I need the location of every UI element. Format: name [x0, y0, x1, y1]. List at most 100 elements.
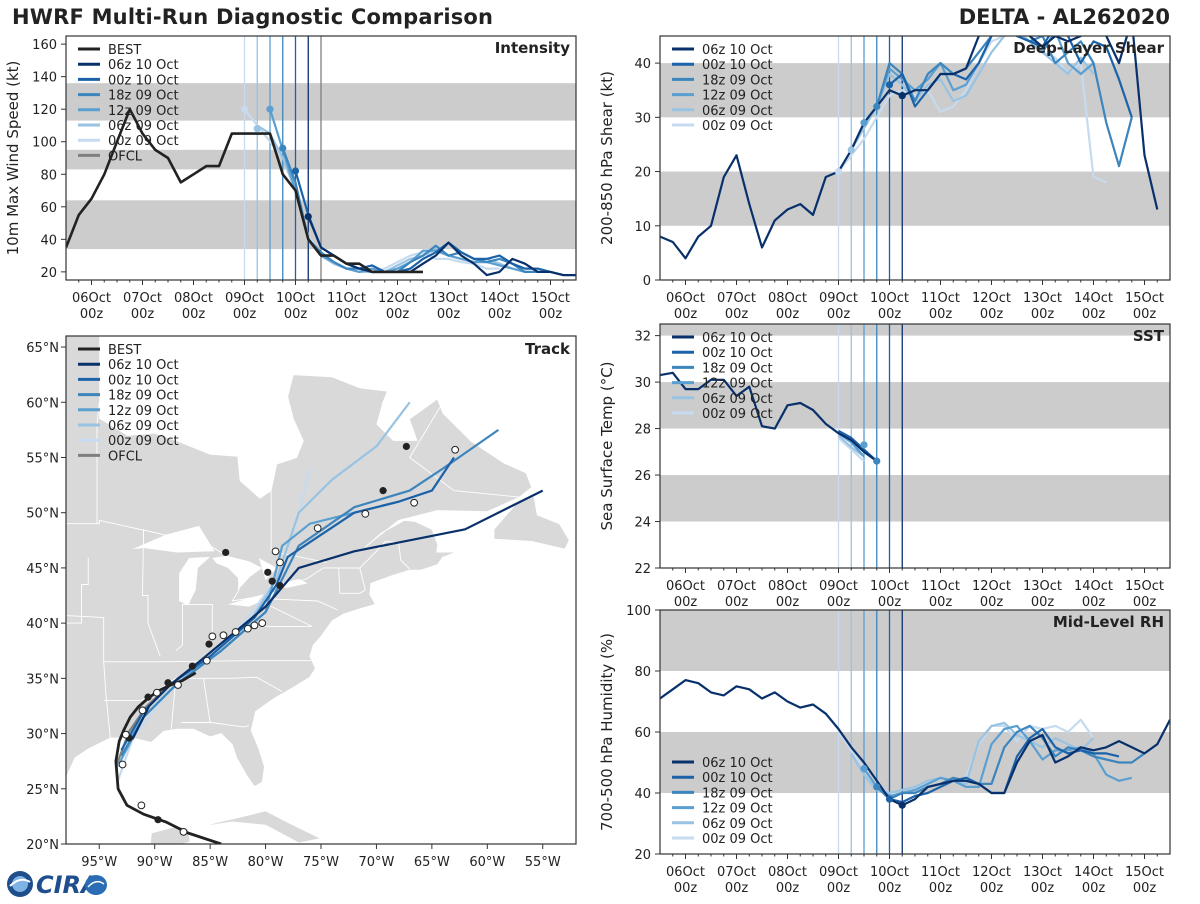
- legend-label: 18z 09 Oct: [702, 361, 773, 376]
- x-tick-label: 12Oct: [972, 579, 1011, 594]
- y-tick-label: 32: [634, 330, 651, 345]
- x-tick-label: 00z: [131, 307, 155, 322]
- y-tick-label: 40: [634, 57, 651, 72]
- x-tick-label: 11Oct: [921, 579, 960, 594]
- x-tick-label: 00z: [1082, 881, 1106, 896]
- legend-label: 12z 09 Oct: [108, 104, 179, 119]
- panel-title: Mid-Level RH: [1053, 613, 1164, 631]
- init-marker: [266, 105, 274, 113]
- track-point-00z: [188, 662, 196, 670]
- x-tick-label: 00z: [437, 307, 461, 322]
- legend-label: 06z 10 Oct: [702, 43, 773, 58]
- x-tick-label: 00z: [725, 307, 749, 322]
- x-tick-label: 00z: [539, 307, 563, 322]
- series-line: [850, 721, 1095, 795]
- series-group: [660, 371, 881, 465]
- panel-title: SST: [1133, 327, 1165, 345]
- figure-title: HWRF Multi-Run Diagnostic Comparison: [12, 5, 494, 29]
- legend-label: 00z 10 Oct: [108, 373, 179, 388]
- y-tick-label: 60: [40, 201, 57, 216]
- y-tick-label: 65°N: [26, 341, 59, 356]
- init-marker: [885, 795, 894, 803]
- y-tick-label: 25°N: [26, 783, 59, 798]
- x-tick-label: 00z: [182, 307, 206, 322]
- x-tick-label: 70°W: [358, 855, 394, 870]
- legend-label: 06z 10 Oct: [702, 756, 773, 771]
- x-tick-label: 12Oct: [378, 291, 417, 306]
- y-tick-label: 60: [634, 726, 651, 741]
- x-tick-label: 09Oct: [225, 291, 264, 306]
- legend-label: 06z 09 Oct: [108, 419, 179, 434]
- x-tick-label: 00z: [776, 595, 800, 610]
- series-line: [660, 36, 1159, 260]
- x-tick-label: 90°W: [137, 855, 173, 870]
- panel-intensity: 06Oct00z07Oct00z08Oct00z09Oct00z10Oct00z…: [4, 35, 577, 322]
- x-tick-label: 00z: [980, 881, 1004, 896]
- series-line: [66, 107, 423, 274]
- series-group: [660, 678, 1170, 809]
- panel-title: Deep-Layer Shear: [1013, 39, 1164, 57]
- track-point-00z: [144, 693, 152, 701]
- legend-label: OFCL: [108, 149, 143, 164]
- y-tick-label: 20°N: [26, 838, 59, 853]
- y-tick-label: 160: [32, 38, 57, 53]
- y-tick-label: 30°N: [26, 728, 59, 743]
- track-point-00z: [154, 816, 162, 824]
- state-line: [181, 722, 249, 728]
- y-axis-label: 700-500 hPa Humidity (%): [598, 633, 616, 831]
- y-tick-label: 80: [634, 665, 651, 680]
- track-point-12z: [138, 706, 147, 715]
- track-point-12z: [250, 621, 259, 630]
- x-tick-label: 11Oct: [327, 291, 366, 306]
- x-tick-label: 11Oct: [921, 865, 960, 880]
- y-tick-label: 40°N: [26, 617, 59, 632]
- series-line: [837, 437, 865, 462]
- legend-label: 00z 09 Oct: [702, 407, 773, 422]
- track-point-12z: [271, 547, 280, 556]
- init-marker: [860, 119, 868, 127]
- track-point-12z: [118, 760, 127, 769]
- init-marker: [898, 801, 906, 809]
- y-tick-label: 80: [40, 168, 57, 183]
- track-point-00z: [222, 548, 230, 557]
- x-tick-label: 14Oct: [480, 291, 519, 306]
- panel-track: 95°W 90°W 85°W 80°W 75°W 70°W 65°W 60°W 55°W 20°N…: [26, 335, 577, 870]
- lake-superior: [132, 525, 215, 553]
- province-line: [409, 402, 521, 498]
- legend-label: 00z 10 Oct: [702, 58, 773, 73]
- x-tick-label: 60°W: [469, 855, 505, 870]
- x-tick-label: 00z: [1133, 881, 1157, 896]
- y-tick-label: 45°N: [26, 562, 59, 577]
- init-marker: [873, 457, 881, 465]
- x-tick-label: 12Oct: [972, 291, 1011, 306]
- legend-label: 12z 09 Oct: [702, 89, 773, 104]
- track-point-12z: [231, 628, 240, 636]
- x-tick-label: 00z: [929, 307, 953, 322]
- init-marker: [304, 212, 312, 221]
- y-tick-label: 20: [40, 266, 57, 281]
- init-marker: [253, 125, 261, 133]
- track-point-12z: [258, 619, 267, 628]
- x-tick-label: 00z: [233, 307, 257, 322]
- y-tick-label: 10: [634, 220, 651, 235]
- lake-michigan: [179, 556, 211, 606]
- init-marker: [873, 783, 881, 791]
- x-tick-label: 06Oct: [72, 291, 111, 306]
- track-point-00z: [205, 640, 213, 648]
- init-marker: [860, 765, 868, 773]
- x-tick-label: 15Oct: [1125, 579, 1164, 594]
- x-tick-label: 00z: [1082, 307, 1106, 322]
- y-tick-label: 40: [634, 787, 651, 802]
- x-tick-label: 08Oct: [768, 291, 807, 306]
- legend-label: 12z 09 Oct: [108, 404, 179, 419]
- y-tick-label: 22: [634, 562, 651, 577]
- legend-label: 00z 09 Oct: [108, 434, 179, 449]
- x-tick-label: 15Oct: [1125, 865, 1164, 880]
- init-marker: [834, 167, 843, 176]
- y-tick-label: 28: [634, 423, 651, 438]
- threshold-band: [660, 475, 1170, 522]
- panel-shear: 06Oct00z07Oct00z08Oct00z09Oct00z10Oct00z…: [598, 35, 1171, 322]
- init-marker: [860, 441, 868, 449]
- legend-label: 06z 09 Oct: [702, 817, 773, 832]
- x-tick-label: 00z: [674, 881, 698, 896]
